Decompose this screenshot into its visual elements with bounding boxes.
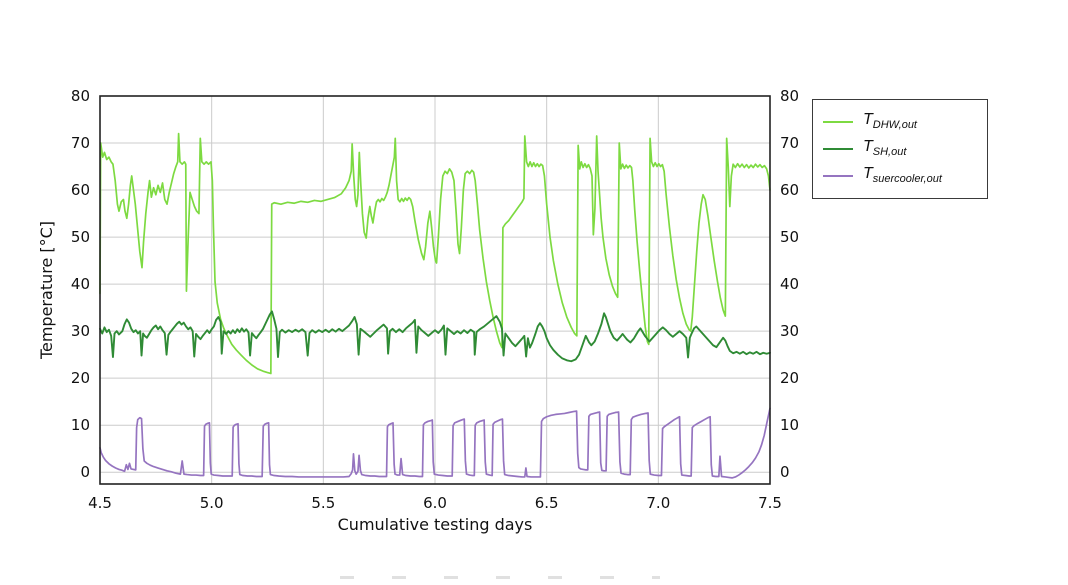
y-tick-label-left: 20 (71, 369, 90, 387)
plot-border (99, 95, 771, 485)
y-tick-label-right: 70 (780, 134, 799, 152)
legend-label-sh: TSH,out (863, 137, 907, 159)
y-tick-label-left: 70 (71, 134, 90, 152)
cutoff-caption-artifact (340, 576, 660, 579)
series-line-t-sh-out (99, 310, 771, 363)
x-tick-label: 7.5 (758, 494, 782, 512)
x-tick-label: 6.0 (423, 494, 447, 512)
legend-box: TDHW,out TSH,out Tsuercooler,out (812, 99, 988, 199)
y-tick-label-left: 80 (71, 87, 90, 105)
y-tick-label-left: 50 (71, 228, 90, 246)
grid-layer (100, 95, 770, 484)
series-layer (99, 132, 771, 479)
x-tick-label: 4.5 (88, 494, 112, 512)
dhw-line-swatch (823, 120, 853, 123)
y-tick-label-right: 0 (780, 463, 790, 481)
y-tick-label-right: 20 (780, 369, 799, 387)
x-tick-label: 6.5 (535, 494, 559, 512)
y-tick-label-left: 30 (71, 322, 90, 340)
suercooler-line-swatch (823, 174, 853, 177)
series-line-t-dhw-out (99, 132, 771, 375)
x-tick-label: 5.5 (311, 494, 335, 512)
legend-label-dhw: TDHW,out (863, 110, 917, 132)
y-tick-label-left: 10 (71, 416, 90, 434)
series-line-t-suercooler-out (99, 407, 771, 479)
sh-line-swatch (823, 147, 853, 150)
y-tick-label-left: 0 (80, 463, 90, 481)
legend-entry-sh: TSH,out (823, 135, 977, 162)
y-tick-label-right: 30 (780, 322, 799, 340)
tick-labels: 0 0 10 10 20 20 30 30 40 40 50 50 60 60 70 70 80 80 4.5 5.0… (71, 87, 799, 512)
y-tick-label-right: 50 (780, 228, 799, 246)
x-tick-label: 5.0 (200, 494, 224, 512)
legend-entry-suercooler: Tsuercooler,out (823, 162, 977, 189)
x-tick-label: 7.0 (646, 494, 670, 512)
y-tick-label-right: 40 (780, 275, 799, 293)
y-axis-title: Temperature [°C] (37, 221, 56, 360)
y-tick-label-left: 40 (71, 275, 90, 293)
x-axis-title: Cumulative testing days (338, 515, 533, 534)
legend-entry-dhw: TDHW,out (823, 108, 977, 135)
y-tick-label-right: 10 (780, 416, 799, 434)
y-tick-label-left: 60 (71, 181, 90, 199)
legend-label-suercooler: Tsuercooler,out (863, 164, 942, 186)
y-tick-label-right: 80 (780, 87, 799, 105)
y-tick-label-right: 60 (780, 181, 799, 199)
